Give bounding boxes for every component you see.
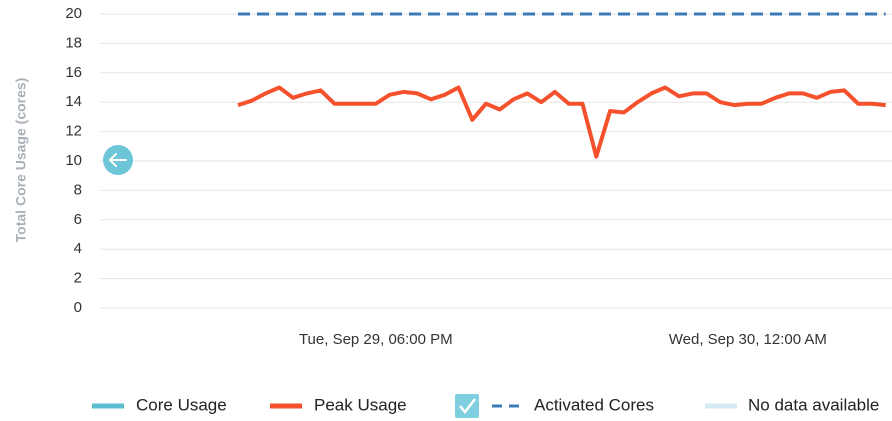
x-tick-label: Tue, Sep 29, 06:00 PM: [299, 331, 453, 348]
legend-label[interactable]: Core Usage: [136, 395, 227, 414]
y-tick-label: 2: [74, 270, 82, 287]
back-arrow-icon: [109, 153, 127, 167]
y-tick-label: 10: [65, 152, 82, 169]
legend-label[interactable]: No data available: [748, 395, 879, 414]
y-tick-label: 0: [74, 299, 82, 316]
y-tick-label: 16: [65, 64, 82, 81]
y-tick-label: 20: [65, 5, 82, 22]
legend-checkbox[interactable]: [455, 394, 479, 418]
x-tick-label: Wed, Sep 30, 12:00 AM: [669, 331, 827, 348]
y-tick-label: 14: [65, 93, 82, 110]
legend-label[interactable]: Peak Usage: [314, 395, 407, 414]
y-tick-label: 18: [65, 34, 82, 51]
checkmark-icon: [459, 398, 476, 414]
y-tick-label: 12: [65, 123, 82, 140]
series-line: [237, 85, 886, 159]
y-tick-label: 4: [74, 240, 82, 257]
y-axis-label: Total Core Usage (cores): [13, 78, 29, 243]
y-tick-label: 6: [74, 211, 82, 228]
legend-label[interactable]: Activated Cores: [534, 395, 654, 414]
y-tick-label: 8: [74, 181, 82, 198]
